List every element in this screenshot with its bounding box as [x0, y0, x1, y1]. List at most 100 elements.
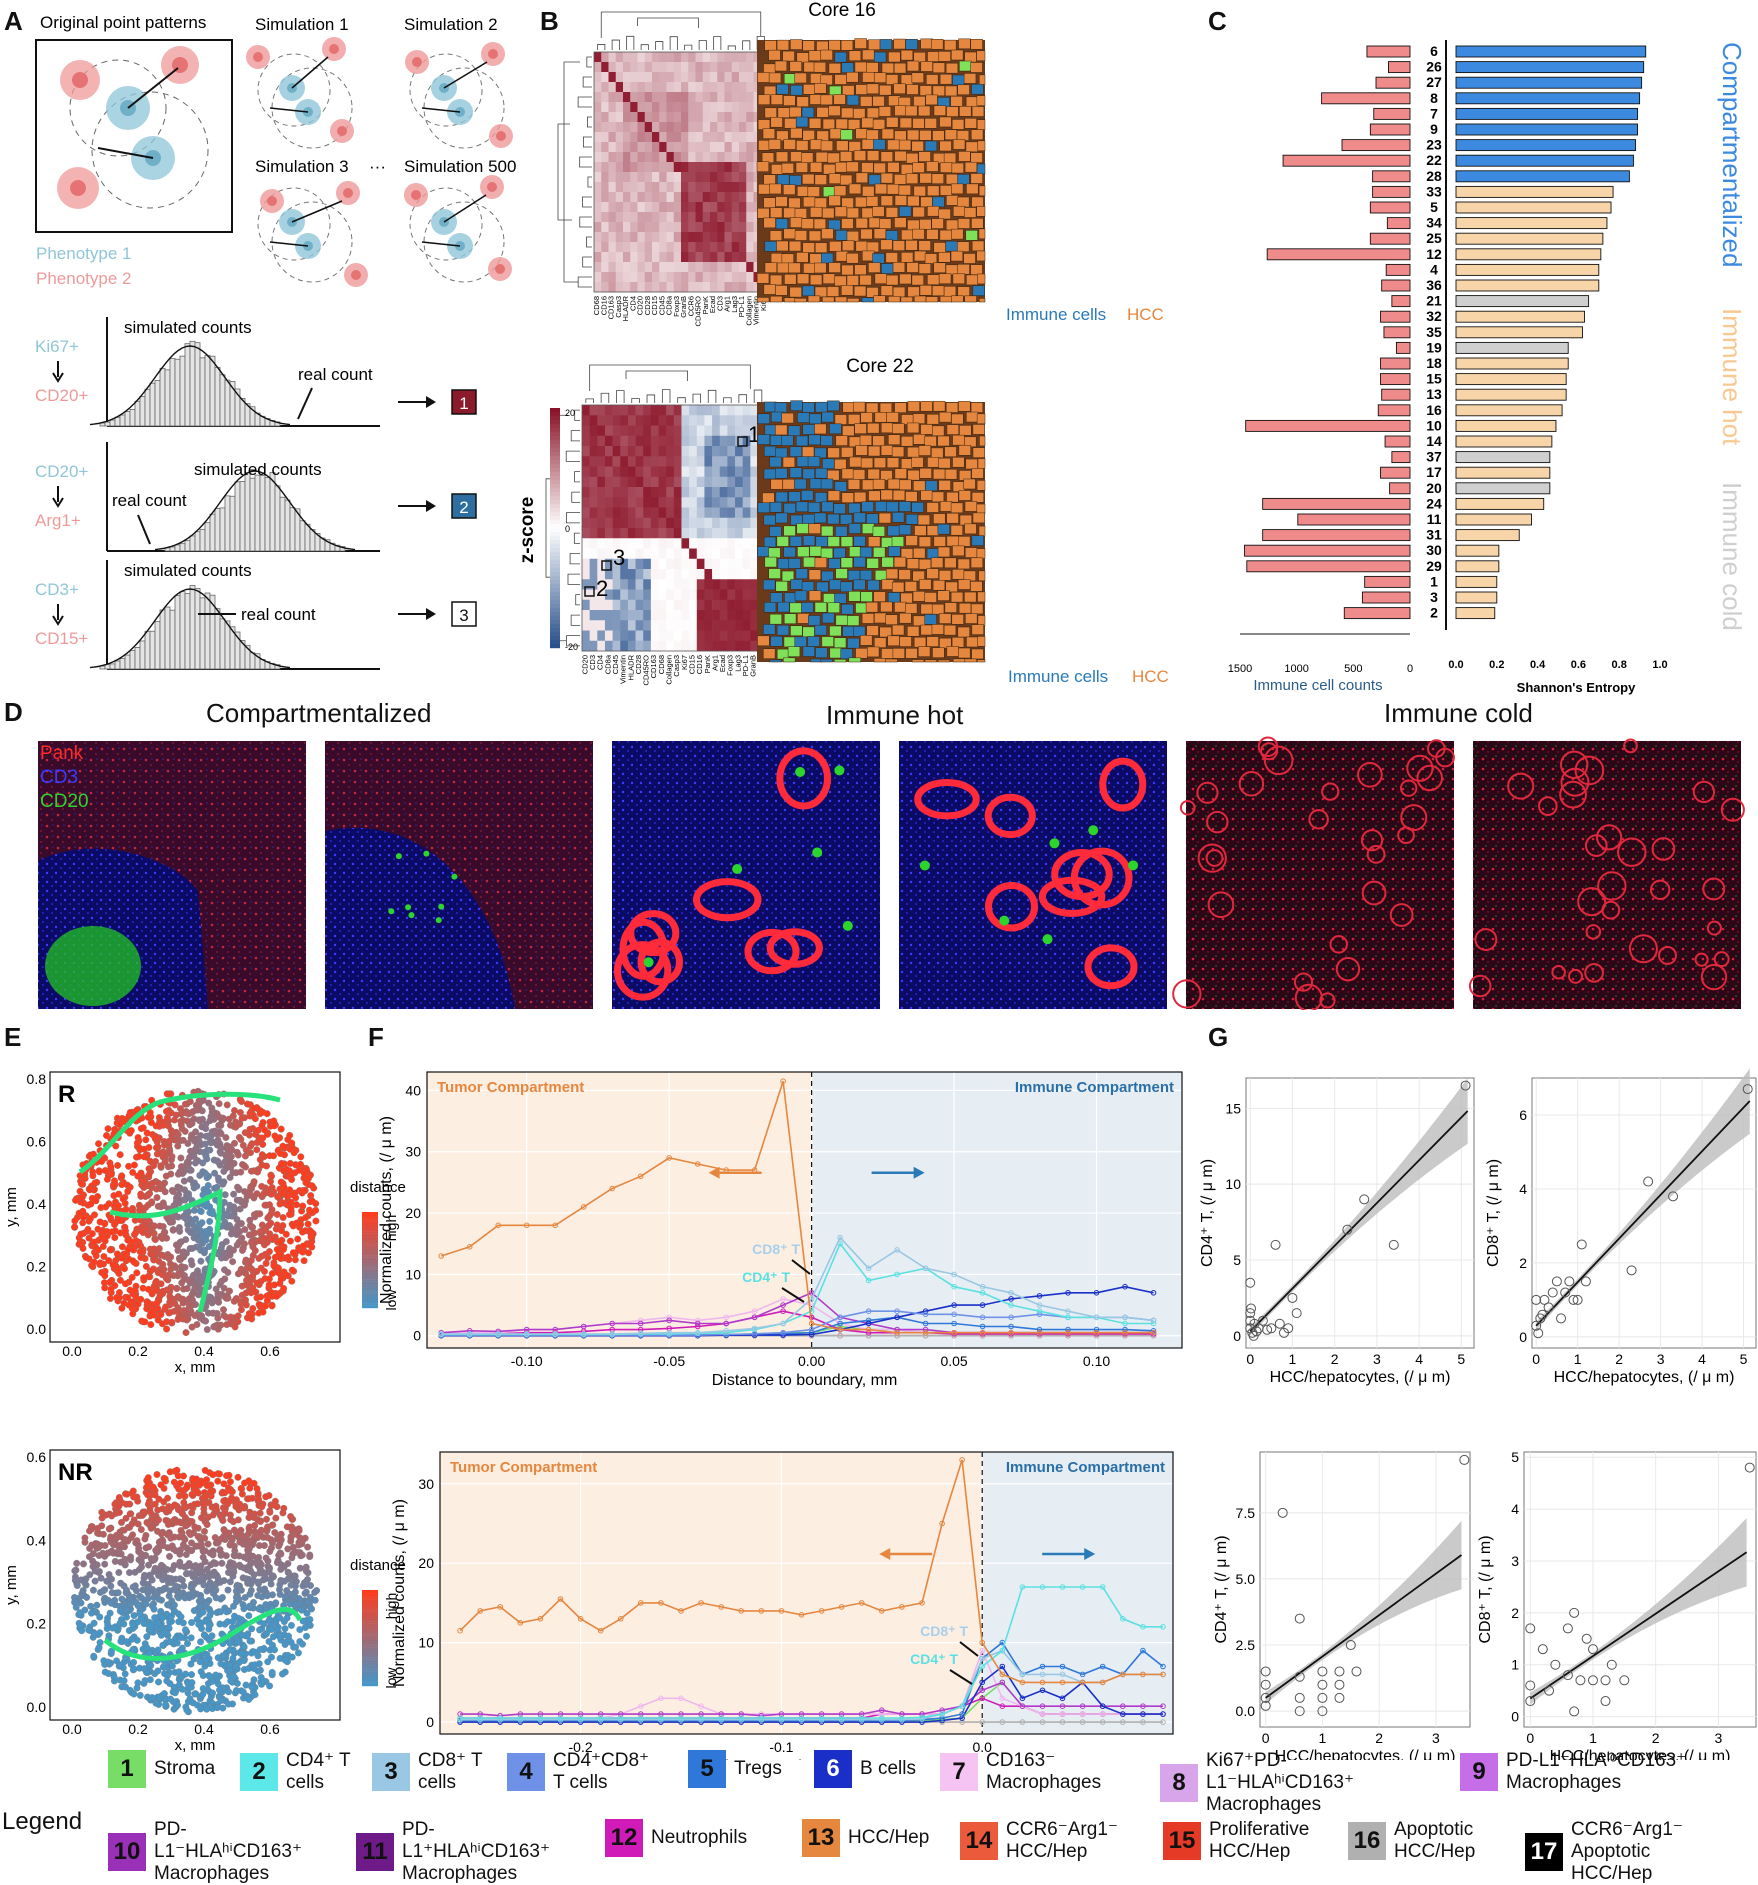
- cell-point: [296, 1221, 303, 1228]
- heatmap-cell: [697, 415, 705, 426]
- marker-2: Arg1+: [35, 511, 81, 530]
- core-id-label: 31: [1426, 527, 1442, 543]
- tessellation-cell: [855, 197, 867, 207]
- heatmap-col-label: GranB: [749, 655, 758, 677]
- core-id-label: 2: [1430, 605, 1438, 621]
- heatmap-cell: [613, 415, 621, 426]
- tessellation-cell: [869, 175, 881, 185]
- heatmap-cell: [735, 426, 743, 437]
- tessellation-cell: [790, 603, 802, 613]
- tessellation-cell: [977, 504, 985, 514]
- entropy-bar: [1456, 405, 1562, 416]
- hist-bar: [105, 665, 110, 669]
- heatmap-cell: [636, 415, 644, 426]
- heatmap-cell: [710, 82, 718, 92]
- colorbar-step: [550, 416, 560, 420]
- cell-point: [269, 1303, 276, 1310]
- tessellation-cell: [977, 120, 985, 130]
- tessellation-cell: [978, 459, 985, 469]
- heatmap-cell: [674, 538, 682, 549]
- entropy-bar: [1456, 452, 1550, 463]
- heatmap-cell: [681, 487, 689, 498]
- cell-point: [297, 1161, 304, 1168]
- heatmap-cell: [616, 242, 624, 252]
- cell-point: [159, 1290, 166, 1297]
- counts-axis-label: Immune cell counts: [1253, 677, 1382, 694]
- colorbar-step: [550, 524, 560, 528]
- cell-point: [117, 1580, 124, 1587]
- cell-point: [303, 1633, 310, 1640]
- tessellation-cell: [835, 415, 847, 425]
- entropy-bar: [1456, 327, 1582, 338]
- heatmap-cell: [628, 620, 636, 631]
- cell-point: [126, 1302, 133, 1309]
- tessellation-cell: [855, 62, 867, 72]
- entropy-bar: [1456, 77, 1642, 88]
- count-bar: [1378, 405, 1410, 416]
- tessellation-cell: [971, 403, 983, 413]
- tessellation-cell: [810, 254, 822, 264]
- tessellation-cell: [939, 412, 951, 422]
- cell-point: [290, 1223, 297, 1230]
- tessellation-cell: [803, 646, 815, 656]
- colorbar-step: [550, 516, 560, 520]
- heatmap-cell: [681, 456, 689, 467]
- tessellation-cell: [848, 414, 860, 424]
- result-badge-number: 2: [459, 498, 468, 517]
- heatmap-cell: [735, 579, 743, 590]
- heatmap-cell: [645, 282, 653, 292]
- heatmap-cell: [689, 600, 697, 611]
- tessellation-cell: [782, 436, 794, 446]
- heatmap-cell: [609, 252, 617, 262]
- hist-bar: [235, 482, 240, 551]
- cell-point: [227, 1478, 234, 1485]
- hist-bar: [210, 514, 215, 551]
- tessellation-cell: [977, 274, 985, 284]
- tessellation-cell: [939, 458, 951, 468]
- heatmap-cell: [645, 72, 653, 82]
- core-id-label: 28: [1426, 168, 1442, 184]
- tessellation-cell: [952, 614, 964, 624]
- tessellation-cell: [867, 84, 879, 94]
- heatmap-cell: [613, 579, 621, 590]
- heatmap-cell: [710, 282, 718, 292]
- tessellation-cell: [906, 153, 918, 163]
- tessellation-core16: [757, 39, 985, 302]
- heatmap-cell: [623, 282, 631, 292]
- tessellation-cell: [886, 117, 898, 127]
- heatmap-cell: [659, 600, 667, 611]
- tessellation-cell: [764, 446, 776, 456]
- heatmap-cell: [609, 62, 617, 72]
- heatmap-cell: [735, 518, 743, 529]
- tessellation-cell: [841, 447, 853, 457]
- heatmap-cell: [605, 415, 613, 426]
- cell-point: [255, 1310, 262, 1317]
- entropy-bar: [1456, 576, 1497, 587]
- count-bar: [1381, 358, 1410, 369]
- heatmap-cell: [703, 282, 711, 292]
- heatmap-cell: [597, 641, 605, 652]
- heatmap-cell: [652, 202, 660, 212]
- cell-point: [146, 1218, 153, 1225]
- x-tick: 0.2: [128, 1343, 148, 1359]
- tessellation-cell: [951, 229, 963, 239]
- tessellation-cell: [827, 287, 839, 297]
- heatmap-cell: [597, 518, 605, 529]
- tessellation-cell: [861, 592, 873, 602]
- core-id-label: 9: [1430, 121, 1438, 137]
- colorbar-step: [550, 600, 560, 604]
- distance-gradient-step: [362, 1212, 378, 1215]
- tessellation-cell: [764, 602, 776, 612]
- tessellation-cell: [978, 616, 985, 626]
- heatmap-cell: [609, 212, 617, 222]
- cell-point: [264, 1659, 271, 1666]
- heatmap-cell: [590, 497, 598, 508]
- tessellation-cell: [957, 131, 969, 141]
- cell-point: [283, 1231, 290, 1238]
- heatmap-cell: [667, 172, 675, 182]
- heatmap-cell: [689, 446, 697, 457]
- heatmap-cell: [590, 456, 598, 467]
- cell-point: [237, 1109, 244, 1116]
- heatmap-cell: [651, 497, 659, 508]
